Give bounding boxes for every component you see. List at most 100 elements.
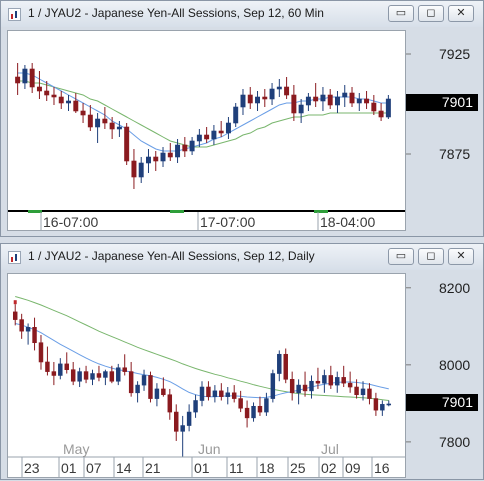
candle-down (131, 160, 137, 178)
candle-down (262, 96, 268, 100)
candle-up (138, 162, 144, 178)
candle-down (378, 110, 384, 118)
candle-up (334, 96, 340, 106)
window-titlebar[interactable]: 1 / JYAU2 - Japanese Yen-All Sessions, S… (1, 244, 483, 270)
candle-down (328, 375, 334, 386)
candle-up (335, 377, 340, 386)
candle-down (38, 342, 44, 363)
candle-down (83, 371, 89, 380)
price-chart-plot-daily[interactable]: May Jun Jul 23 01 07 14 21 01 11 18 25 02 09 16 (7, 273, 406, 478)
candle-up (196, 134, 202, 142)
candle-down (87, 114, 93, 128)
candle-down (354, 386, 359, 396)
month-label: Jul (321, 441, 339, 457)
candle-down (218, 130, 224, 134)
session-marker (314, 210, 328, 213)
month-label: May (63, 441, 89, 457)
candle-down (327, 94, 333, 106)
candle-down (161, 388, 166, 396)
candle-down (45, 361, 50, 372)
y-tick-label: 7925 (439, 46, 470, 62)
candle-down (371, 102, 377, 112)
price-chart-plot-60min[interactable]: 16-07:00 17-07:00 18-04:00 (7, 30, 406, 231)
restore-button[interactable]: ◻ (418, 5, 444, 22)
candle-down (291, 94, 297, 114)
candle-up (298, 104, 304, 114)
price-axis-daily: 8200 8000 7800 7901 (406, 273, 484, 478)
candle-up (320, 94, 326, 102)
x-tick-label: 01 (61, 460, 77, 476)
candle-down (58, 96, 64, 104)
candle-down (51, 371, 57, 376)
candle-down (367, 388, 372, 399)
price-axis-60min: 7925 7875 7901 (406, 30, 484, 231)
candle-up (66, 100, 72, 104)
x-tick-label: 01 (194, 460, 210, 476)
candle-up (160, 152, 166, 162)
candle-up (269, 88, 275, 100)
candle-down (32, 327, 37, 344)
candle-down (289, 379, 295, 394)
candle-up (141, 375, 147, 386)
candle-down (102, 118, 108, 124)
candle-down (349, 92, 355, 104)
candle-down (284, 86, 290, 96)
session-marker (28, 210, 42, 213)
chart-app-icon (8, 8, 21, 21)
minimize-button[interactable]: ▭ (388, 248, 414, 265)
x-tick-label: 16 (374, 460, 390, 476)
candle-up (95, 118, 101, 128)
candle-up (77, 371, 82, 382)
chart-window-60min: 1 / JYAU2 - Japanese Yen-All Sessions, S… (0, 0, 484, 237)
x-axis-band (8, 457, 405, 477)
x-tick-label: 18-04:00 (320, 214, 375, 230)
candle-down (64, 363, 69, 370)
candle-down (128, 371, 134, 394)
x-tick-label: 07 (86, 460, 102, 476)
candle-down (373, 398, 379, 411)
minimize-button[interactable]: ▭ (388, 5, 414, 22)
candle-up (180, 425, 185, 432)
candle-down (182, 144, 188, 152)
close-button[interactable]: ✕ (448, 248, 474, 265)
candle-up (385, 98, 391, 118)
candle-down (36, 86, 42, 92)
candle-up (309, 380, 314, 392)
candle-down (313, 96, 319, 102)
candle-up (277, 353, 282, 374)
x-tick-label: 25 (290, 460, 306, 476)
candle-up (264, 398, 269, 413)
candle-up (305, 96, 311, 106)
ma-slow-line (17, 80, 389, 148)
candle-down (174, 411, 179, 432)
candle-up (240, 94, 246, 108)
candle-up (233, 106, 239, 124)
x-tick-label: 11 (229, 460, 244, 476)
close-button[interactable]: ✕ (448, 5, 474, 22)
candle-up (116, 126, 122, 130)
candle-up (189, 140, 195, 152)
candle-down (44, 90, 50, 96)
restore-button[interactable]: ◻ (418, 248, 444, 265)
x-tick-label: 09 (345, 460, 361, 476)
candle-down (70, 369, 76, 382)
candle-up (356, 98, 362, 104)
candle-down (219, 390, 224, 397)
candle-up (25, 327, 31, 332)
x-tick-label: 21 (145, 460, 161, 476)
window-title: 1 / JYAU2 - Japanese Yen-All Sessions, S… (28, 249, 315, 263)
candle-down (341, 377, 346, 384)
candle-down (124, 126, 130, 162)
candle-down (206, 386, 211, 397)
candle-up (255, 96, 260, 104)
candle-down (302, 384, 308, 392)
x-tick-label: 14 (116, 460, 132, 476)
candle-up (322, 375, 327, 384)
candle-down (12, 311, 18, 320)
candle-up (22, 68, 28, 84)
window-titlebar[interactable]: 1 / JYAU2 - Japanese Yen-All Sessions, S… (1, 1, 483, 27)
candle-down (109, 122, 115, 130)
candle-down (122, 367, 127, 372)
candle-up (146, 156, 151, 164)
chart-app-icon (8, 251, 21, 264)
